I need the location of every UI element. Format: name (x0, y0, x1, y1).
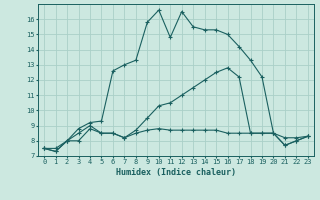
X-axis label: Humidex (Indice chaleur): Humidex (Indice chaleur) (116, 168, 236, 177)
